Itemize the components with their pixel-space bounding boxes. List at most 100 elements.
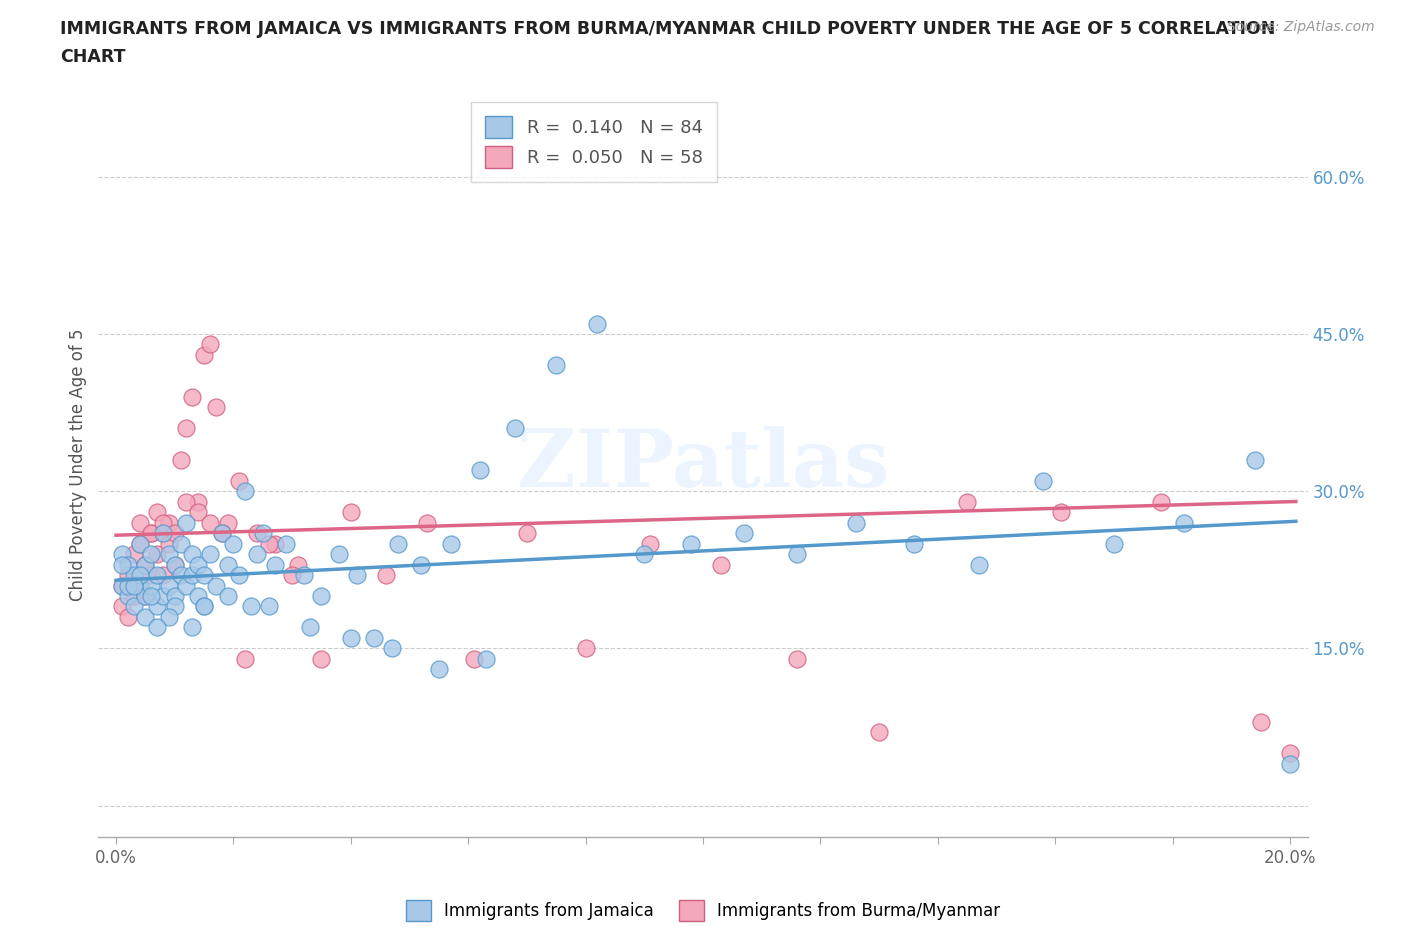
Point bbox=[475, 651, 498, 666]
Point bbox=[111, 578, 134, 593]
Point bbox=[233, 484, 256, 498]
Point bbox=[346, 567, 368, 582]
Point bbox=[240, 599, 263, 614]
Point bbox=[117, 578, 139, 593]
Point bbox=[134, 557, 156, 572]
Point bbox=[228, 567, 250, 582]
Point bbox=[311, 589, 333, 604]
Point bbox=[181, 547, 204, 562]
Point bbox=[217, 589, 239, 604]
Point bbox=[281, 567, 304, 582]
Point bbox=[233, 651, 256, 666]
Point bbox=[146, 567, 169, 582]
Point bbox=[134, 589, 156, 604]
Legend: Immigrants from Jamaica, Immigrants from Burma/Myanmar: Immigrants from Jamaica, Immigrants from… bbox=[399, 894, 1007, 927]
Point bbox=[141, 567, 163, 582]
Point bbox=[181, 390, 204, 405]
Point bbox=[122, 599, 145, 614]
Point bbox=[163, 557, 186, 572]
Point bbox=[1032, 473, 1054, 488]
Point bbox=[128, 578, 150, 593]
Point bbox=[633, 547, 655, 562]
Point bbox=[176, 421, 198, 436]
Point bbox=[152, 567, 174, 582]
Point bbox=[152, 589, 174, 604]
Point bbox=[141, 525, 163, 540]
Point bbox=[134, 609, 156, 624]
Point bbox=[122, 567, 145, 582]
Point bbox=[128, 515, 150, 530]
Point bbox=[546, 358, 568, 373]
Point bbox=[111, 578, 134, 593]
Point bbox=[128, 578, 150, 593]
Point bbox=[163, 599, 186, 614]
Point bbox=[416, 515, 439, 530]
Text: ZIPatlas: ZIPatlas bbox=[517, 426, 889, 504]
Point bbox=[246, 547, 269, 562]
Point bbox=[141, 547, 163, 562]
Point bbox=[298, 620, 321, 635]
Point bbox=[903, 537, 925, 551]
Point bbox=[1102, 537, 1125, 551]
Point bbox=[340, 631, 363, 645]
Point bbox=[111, 557, 134, 572]
Point bbox=[163, 589, 186, 604]
Point bbox=[246, 525, 269, 540]
Point bbox=[967, 557, 990, 572]
Point bbox=[516, 525, 538, 540]
Point bbox=[1278, 756, 1301, 771]
Point bbox=[211, 525, 233, 540]
Point bbox=[381, 641, 404, 656]
Point bbox=[122, 589, 145, 604]
Point bbox=[786, 547, 808, 562]
Point bbox=[152, 515, 174, 530]
Point bbox=[181, 620, 204, 635]
Point bbox=[276, 537, 298, 551]
Point bbox=[217, 557, 239, 572]
Point bbox=[228, 473, 250, 488]
Point bbox=[204, 578, 226, 593]
Point bbox=[733, 525, 755, 540]
Point bbox=[786, 651, 808, 666]
Point bbox=[681, 537, 703, 551]
Point bbox=[176, 515, 198, 530]
Point bbox=[198, 547, 221, 562]
Point bbox=[176, 578, 198, 593]
Point bbox=[187, 557, 209, 572]
Point bbox=[311, 651, 333, 666]
Point bbox=[128, 537, 150, 551]
Point bbox=[292, 567, 315, 582]
Point bbox=[956, 494, 979, 509]
Point bbox=[193, 348, 215, 363]
Point bbox=[328, 547, 350, 562]
Point bbox=[411, 557, 433, 572]
Point bbox=[187, 589, 209, 604]
Point bbox=[146, 505, 169, 520]
Point bbox=[122, 578, 145, 593]
Point bbox=[868, 724, 890, 739]
Point bbox=[117, 557, 139, 572]
Point bbox=[117, 609, 139, 624]
Point bbox=[257, 599, 280, 614]
Point bbox=[122, 547, 145, 562]
Point bbox=[252, 525, 274, 540]
Point bbox=[263, 557, 285, 572]
Point bbox=[134, 557, 156, 572]
Point bbox=[463, 651, 485, 666]
Point bbox=[169, 537, 191, 551]
Point bbox=[128, 567, 150, 582]
Text: IMMIGRANTS FROM JAMAICA VS IMMIGRANTS FROM BURMA/MYANMAR CHILD POVERTY UNDER THE: IMMIGRANTS FROM JAMAICA VS IMMIGRANTS FR… bbox=[60, 20, 1275, 38]
Point bbox=[1243, 452, 1265, 467]
Point bbox=[193, 599, 215, 614]
Point bbox=[163, 557, 186, 572]
Point bbox=[141, 578, 163, 593]
Point bbox=[263, 537, 285, 551]
Point bbox=[198, 337, 221, 352]
Point bbox=[375, 567, 398, 582]
Point bbox=[1150, 494, 1173, 509]
Point bbox=[204, 400, 226, 415]
Point bbox=[176, 494, 198, 509]
Point bbox=[157, 515, 180, 530]
Point bbox=[575, 641, 598, 656]
Point bbox=[146, 599, 169, 614]
